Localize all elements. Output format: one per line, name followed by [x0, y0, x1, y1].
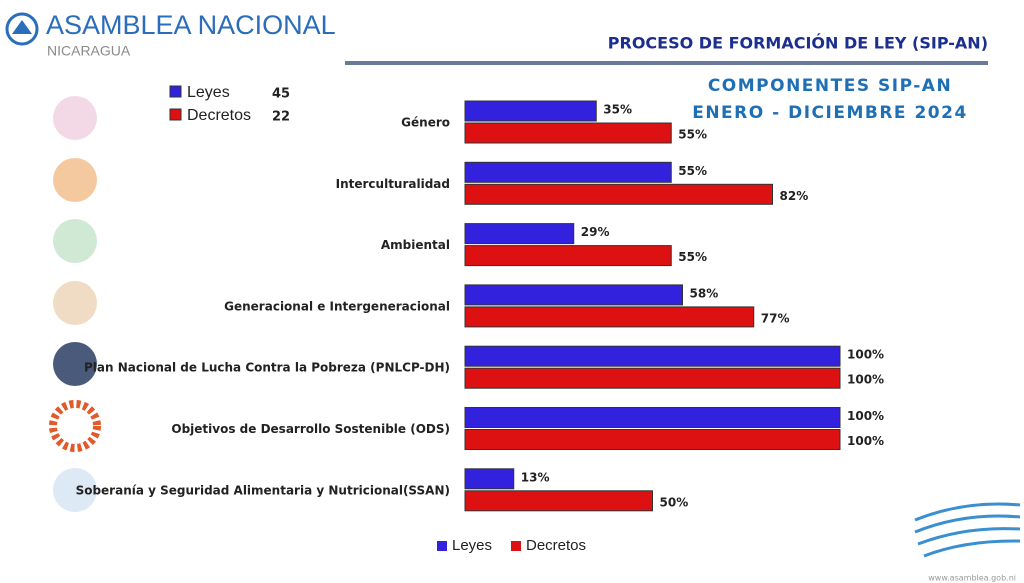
value-label: 100% [847, 409, 884, 423]
legend-label: Leyes [187, 84, 230, 101]
value-label: 100% [847, 434, 884, 448]
value-label: 100% [847, 348, 884, 362]
legend-swatch [511, 541, 521, 551]
category-label: Objetivos de Desarrollo Sostenible (ODS) [171, 422, 450, 436]
logo-mark [12, 20, 32, 34]
legend-total: 45 [272, 87, 290, 102]
logo [5, 12, 39, 46]
value-label: 35% [603, 103, 632, 117]
country: NICARAGUA [47, 43, 131, 59]
value-label: 55% [678, 164, 707, 178]
org-name: ASAMBLEA NACIONAL [46, 10, 336, 40]
bar [464, 245, 672, 267]
category-label: Plan Nacional de Lucha Contra la Pobreza… [84, 361, 450, 375]
category-label: Género [401, 116, 450, 130]
bar [464, 429, 841, 450]
bar [464, 223, 575, 245]
legend-swatch [169, 108, 182, 121]
legend-total: 22 [272, 110, 290, 125]
value-label: 55% [678, 250, 707, 264]
legend-label: Decretos [526, 537, 586, 554]
legend-swatch [437, 541, 447, 551]
bar [464, 100, 597, 122]
bar [464, 468, 515, 490]
value-label: 77% [761, 311, 790, 325]
bar [464, 367, 841, 389]
bar [464, 490, 653, 512]
category-label: Interculturalidad [336, 177, 450, 191]
bar [464, 161, 672, 183]
legend-swatch [169, 85, 182, 98]
category-label: Generacional e Intergeneracional [224, 299, 450, 313]
footer-url: www.asamblea.gob.ni [928, 574, 1016, 583]
bar [464, 122, 672, 144]
icons [49, 96, 101, 512]
value-label: 55% [678, 128, 707, 142]
value-label: 100% [847, 373, 884, 387]
value-label: 82% [780, 189, 809, 203]
chart-subtitle: ENERO - DICIEMBRE 2024 [692, 103, 968, 123]
legend-label: Leyes [452, 537, 492, 554]
value-label: 29% [581, 225, 610, 239]
slide-title: PROCESO DE FORMACIÓN DE LEY (SIP-AN) [608, 34, 988, 53]
waves [914, 502, 1021, 558]
category-label: Soberanía y Seguridad Alimentaria y Nutr… [76, 483, 450, 497]
value-label: 58% [690, 286, 719, 300]
chart-title: COMPONENTES SIP-AN [708, 76, 952, 96]
bar [464, 183, 773, 205]
bar [464, 407, 841, 428]
value-label: 13% [521, 470, 550, 484]
bar [464, 284, 683, 306]
bar [464, 306, 755, 328]
value-label: 50% [660, 495, 689, 509]
bar [464, 345, 841, 367]
legend-label: Decretos [187, 107, 251, 124]
category-label: Ambiental [381, 238, 450, 252]
